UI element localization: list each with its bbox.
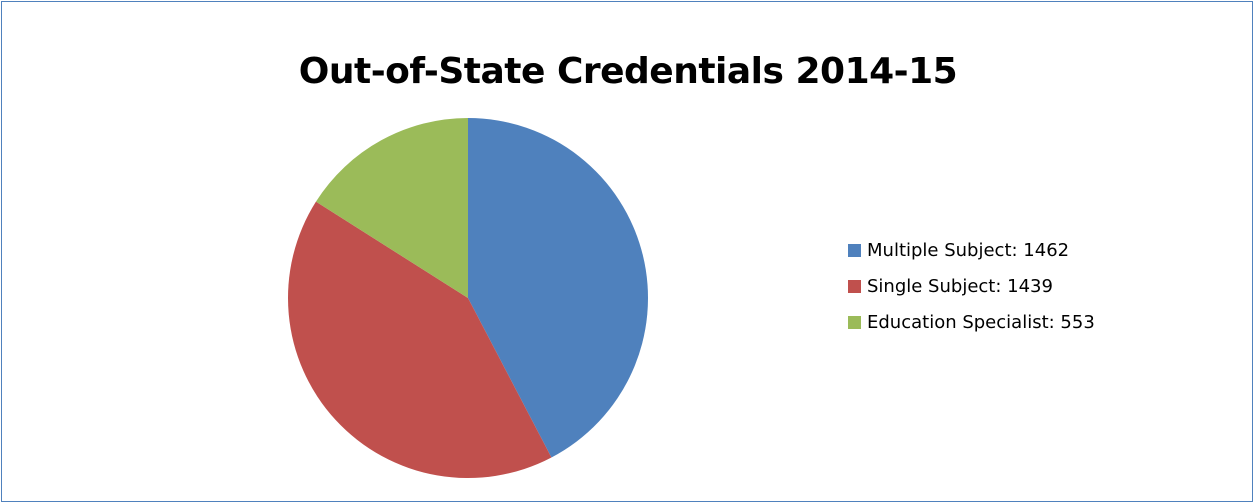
legend-label: Multiple Subject: 1462: [867, 239, 1070, 261]
legend-swatch: [848, 243, 861, 257]
legend-label: Single Subject: 1439: [867, 275, 1053, 297]
legend-item-multiple-subject: Multiple Subject: 1462: [848, 232, 1095, 268]
legend-swatch: [848, 279, 861, 293]
pie-slice-education-specialist: [315, 118, 468, 298]
chart-title: Out-of-State Credentials 2014-15: [298, 51, 958, 92]
legend: Multiple Subject: 1462 Single Subject: 1…: [848, 232, 1095, 340]
legend-label: Education Specialist: 553: [867, 311, 1095, 333]
legend-item-education-specialist: Education Specialist: 553: [848, 304, 1095, 340]
pie-slice-multiple-subject: [468, 118, 649, 458]
legend-item-single-subject: Single Subject: 1439: [848, 268, 1095, 304]
pie-slice-single-subject: [287, 201, 552, 479]
legend-swatch: [848, 315, 861, 329]
